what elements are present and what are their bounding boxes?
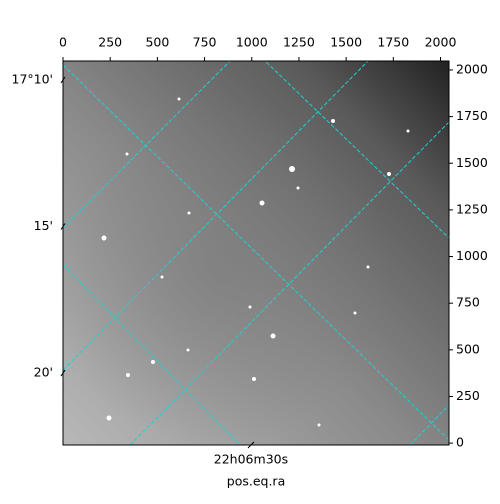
x-tick-label: 1000 <box>236 35 268 50</box>
y-tick-label: 1750 <box>456 108 488 123</box>
x-tick-label: 500 <box>145 35 169 50</box>
world-grid <box>63 61 449 445</box>
y-tick-label: 250 <box>456 388 480 403</box>
ra-tick-label: 22h06m30s <box>214 452 288 467</box>
x-tick-label: 2000 <box>425 35 457 50</box>
image <box>63 61 449 445</box>
dec-tick <box>60 369 66 377</box>
y-tick-label: 500 <box>456 341 480 356</box>
y-tick-label: 2000 <box>456 61 488 76</box>
dec-tick-label: 15' <box>34 218 53 233</box>
frame <box>62 60 450 446</box>
y-tick-label: 1000 <box>456 248 488 263</box>
x-tick-label: 1500 <box>330 35 362 50</box>
ra-tick <box>247 441 255 449</box>
x-tick-label: 1750 <box>377 35 409 50</box>
y-tick-label: 1250 <box>456 201 488 216</box>
y-tick-label: 1500 <box>456 155 488 170</box>
y-tick-label: 0 <box>456 435 464 450</box>
x-tick-label: 750 <box>193 35 217 50</box>
x-tick-label: 1250 <box>283 35 315 50</box>
x-tick-label: 250 <box>98 35 122 50</box>
dec-tick-label: 17°10' <box>12 71 54 86</box>
dec-tick <box>60 223 66 230</box>
dec-tick-label: 20' <box>34 365 53 380</box>
dec-tick <box>60 76 66 84</box>
x-tick-label: 0 <box>59 35 67 50</box>
y-tick-label: 750 <box>456 295 480 310</box>
x-axis-label: pos.eq.ra <box>227 474 285 489</box>
